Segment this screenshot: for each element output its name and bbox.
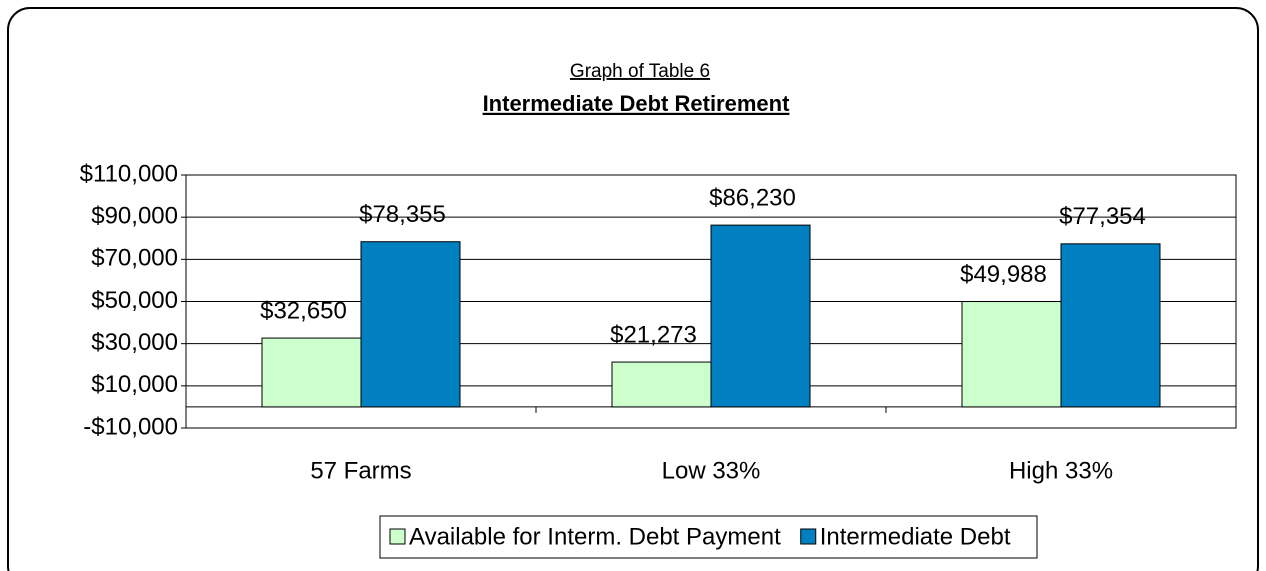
- data-label: $86,230: [709, 184, 796, 211]
- plot-border: [185, 174, 1237, 429]
- data-label: $78,355: [359, 201, 446, 228]
- y-tick-label: $90,000: [91, 203, 178, 230]
- chart-subtitle: Intermediate Debt Retirement: [483, 91, 791, 116]
- legend-swatch: [800, 528, 817, 545]
- bar: [360, 241, 461, 408]
- x-tick-label: Low 33%: [662, 457, 761, 484]
- data-label: $32,650: [260, 297, 347, 324]
- data-label: $77,354: [1059, 203, 1146, 230]
- bar: [710, 224, 811, 408]
- frame: [7, 7, 1259, 571]
- data-label: $49,988: [960, 261, 1047, 288]
- y-tick-label: $10,000: [91, 371, 178, 398]
- bar: [261, 337, 362, 408]
- y-tick-label: $110,000: [80, 160, 178, 187]
- legend-label: Intermediate Debt: [820, 523, 1011, 550]
- legend-swatch: [389, 528, 406, 545]
- bar: [611, 361, 712, 408]
- y-tick-label: $50,000: [91, 287, 178, 314]
- legend-box: [379, 515, 1038, 559]
- y-tick-label: -$10,000: [83, 413, 178, 440]
- chart-title: Graph of Table 6: [570, 61, 710, 82]
- legend-label: Available for Interm. Debt Payment: [409, 523, 781, 550]
- x-tick-label: High 33%: [1009, 457, 1113, 484]
- y-tick-label: $30,000: [91, 329, 178, 356]
- bar: [1060, 243, 1161, 408]
- data-label: $21,273: [610, 321, 697, 348]
- bar: [961, 301, 1062, 408]
- x-tick-label: 57 Farms: [310, 457, 411, 484]
- y-tick-label: $70,000: [91, 245, 178, 272]
